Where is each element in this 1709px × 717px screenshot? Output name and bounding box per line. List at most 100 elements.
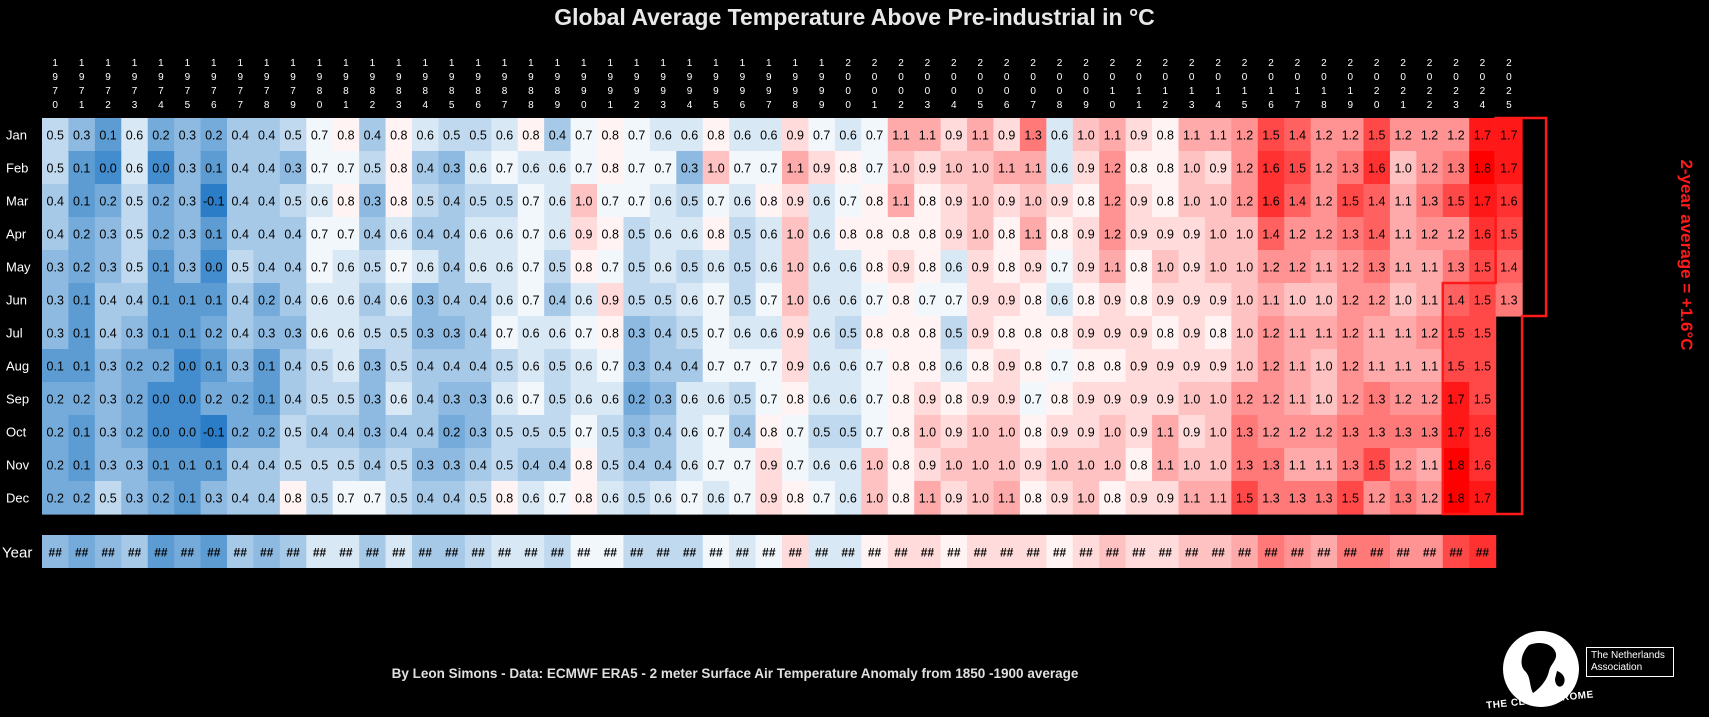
heatmap-cell	[1019, 415, 1047, 449]
cell-value: 1.0	[1104, 459, 1121, 473]
heatmap-cell	[1125, 184, 1153, 218]
cell-value: 1.8	[1474, 162, 1491, 176]
cell-value: 1.0	[1236, 294, 1253, 308]
heatmap-cell	[834, 415, 862, 449]
cell-value: 0.2	[628, 393, 645, 407]
cell-value: 0.9	[998, 360, 1015, 374]
heatmap-cell	[1204, 349, 1232, 383]
cell-value: 0.9	[1130, 426, 1147, 440]
cell-value: 0.4	[654, 426, 671, 440]
heatmap-cell	[1178, 349, 1206, 383]
heatmap-cell	[491, 283, 519, 317]
heatmap-cell	[755, 184, 783, 218]
cell-value: 1.2	[1104, 195, 1121, 209]
heatmap-cell	[782, 448, 810, 482]
heatmap-cell	[755, 250, 783, 284]
cell-value: 0.1	[179, 459, 196, 473]
cell-value: 0.6	[681, 228, 698, 242]
cell-value: 0.6	[496, 228, 513, 242]
year-summary-value: ##	[1476, 546, 1490, 560]
heatmap-cell	[1363, 151, 1391, 185]
cell-value: 0.8	[1157, 162, 1174, 176]
heatmap-cell	[1416, 184, 1444, 218]
cell-value: 1.1	[1394, 195, 1411, 209]
heatmap-cell	[782, 151, 810, 185]
cell-value: 0.5	[390, 360, 407, 374]
cell-value: 1.7	[1474, 129, 1491, 143]
cell-value: 0.4	[284, 261, 301, 275]
heatmap-cell	[1337, 481, 1365, 515]
heatmap-cell	[491, 118, 519, 152]
cell-value: 0.6	[469, 261, 486, 275]
heatmap-cell	[279, 217, 307, 251]
cell-value: 0.6	[681, 393, 698, 407]
cell-value: 1.6	[1474, 426, 1491, 440]
heatmap-cell	[623, 481, 651, 515]
cell-value: 1.2	[1421, 228, 1438, 242]
cell-value: 0.9	[1130, 195, 1147, 209]
heatmap-cell	[385, 151, 413, 185]
heatmap-cell	[253, 184, 281, 218]
cell-value: 0.5	[628, 492, 645, 506]
heatmap-cell	[1469, 250, 1497, 284]
heatmap-cell	[993, 184, 1021, 218]
heatmap-cell	[359, 382, 387, 416]
heatmap-cell	[1099, 382, 1127, 416]
cell-value: 0.9	[1183, 228, 1200, 242]
heatmap-cell	[1125, 118, 1153, 152]
heatmap-cell	[1099, 283, 1127, 317]
heatmap-cell	[702, 118, 730, 152]
heatmap-cell	[1257, 283, 1285, 317]
cell-value: 0.7	[575, 327, 592, 341]
heatmap-cell	[914, 250, 942, 284]
heatmap-cell	[94, 151, 122, 185]
cell-value: 0.4	[284, 393, 301, 407]
cell-value: 0.8	[390, 195, 407, 209]
heatmap-cell	[121, 283, 149, 317]
heatmap-cell	[597, 217, 625, 251]
heatmap-cell	[861, 448, 889, 482]
heatmap-cell	[1257, 217, 1285, 251]
heatmap-cell	[861, 415, 889, 449]
heatmap-cell	[1337, 316, 1365, 350]
heatmap-cell	[544, 184, 572, 218]
cell-value: 1.3	[1447, 261, 1464, 275]
heatmap-cell	[1072, 151, 1100, 185]
heatmap-cell	[1019, 283, 1047, 317]
heatmap-cell	[1152, 217, 1180, 251]
year-summary-cell	[1257, 535, 1285, 568]
heatmap-cell	[887, 118, 915, 152]
heatmap-cell	[1416, 151, 1444, 185]
cell-value: 0.6	[654, 195, 671, 209]
cell-value: -0.1	[203, 195, 225, 209]
heatmap-cell	[1442, 316, 1470, 350]
cell-value: 0.5	[602, 459, 619, 473]
cell-value: 1.3	[1236, 459, 1253, 473]
cell-value: 0.4	[258, 228, 275, 242]
heatmap-cell	[729, 481, 757, 515]
heatmap-cell	[517, 316, 545, 350]
heatmap-cell	[517, 448, 545, 482]
cell-value: 1.0	[1236, 228, 1253, 242]
heatmap-cell	[1257, 448, 1285, 482]
heatmap-cell	[940, 118, 968, 152]
heatmap-cell	[1337, 151, 1365, 185]
heatmap-cell	[1442, 481, 1470, 515]
heatmap-cell	[570, 481, 598, 515]
cell-value: 1.0	[972, 228, 989, 242]
cell-value: 0.6	[311, 195, 328, 209]
year-summary-value: ##	[154, 546, 168, 560]
cell-value: 0.3	[284, 327, 301, 341]
heatmap-cell	[676, 316, 704, 350]
heatmap-cell	[1442, 118, 1470, 152]
heatmap-cell	[1046, 481, 1074, 515]
heatmap-cell	[1046, 283, 1074, 317]
year-summary-cell	[147, 535, 175, 568]
cell-value: 0.7	[311, 261, 328, 275]
cell-value: 1.2	[1342, 360, 1359, 374]
heatmap-cell	[42, 415, 70, 449]
year-summary-value: ##	[604, 546, 618, 560]
heatmap-cell	[491, 415, 519, 449]
cell-value: 1.5	[1368, 129, 1385, 143]
